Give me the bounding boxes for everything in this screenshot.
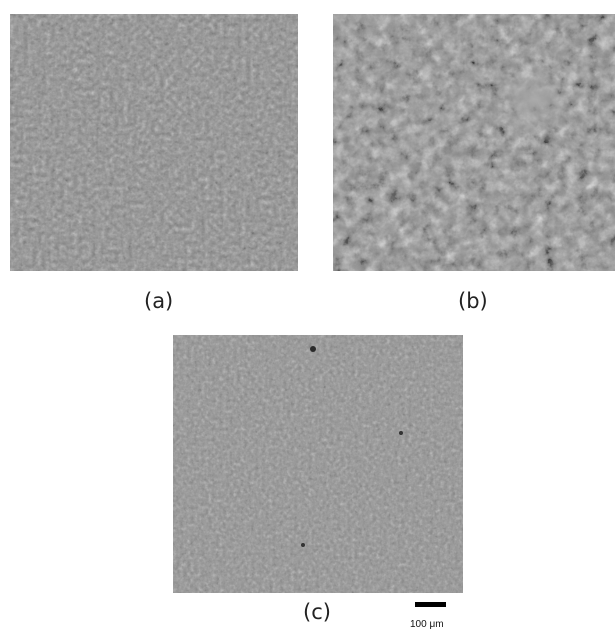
- panel-b-label: (b): [458, 289, 488, 313]
- micrograph-b: [333, 14, 615, 271]
- scale-bar: [415, 602, 446, 607]
- micrograph-a: [10, 14, 298, 271]
- panel-c-label: (c): [303, 600, 331, 624]
- scale-bar-label: 100 μm: [410, 619, 444, 630]
- panel-a-label: (a): [144, 289, 174, 313]
- micrograph-c: [173, 335, 463, 593]
